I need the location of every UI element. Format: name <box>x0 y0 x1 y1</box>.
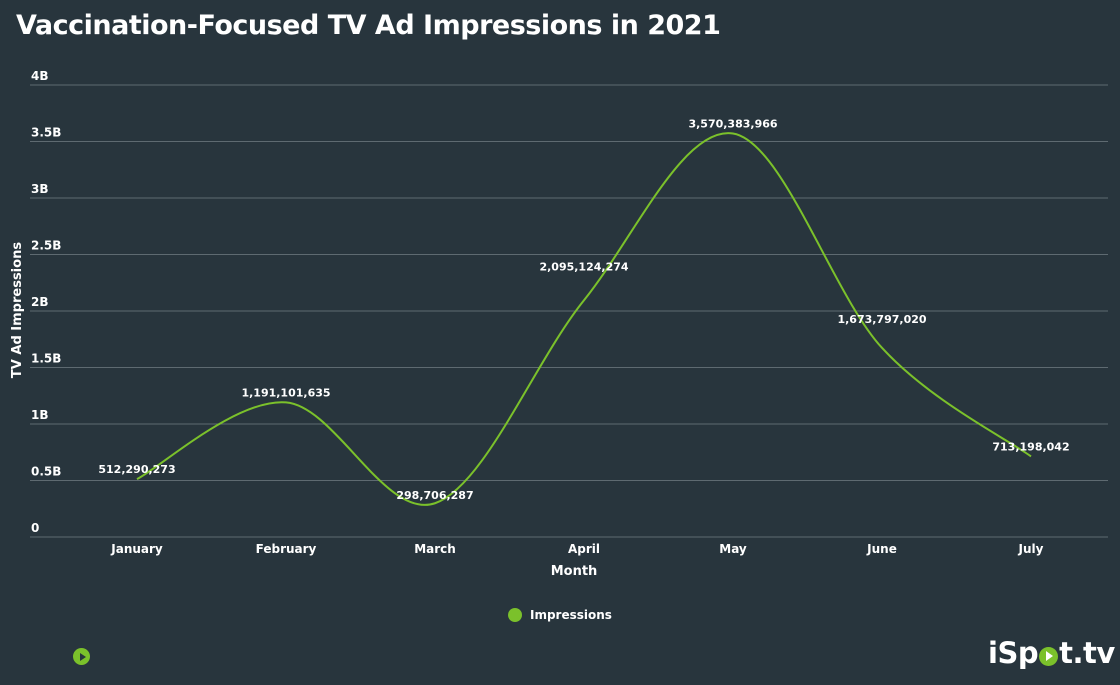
data-label: 1,191,101,635 <box>241 386 330 399</box>
x-axis-ticks: January February March April May June July <box>110 542 1043 556</box>
data-label: 298,706,287 <box>396 489 473 502</box>
legend-item-impressions[interactable]: Impressions <box>508 608 612 622</box>
play-icon[interactable] <box>73 648 90 665</box>
y-tick-label: 4B <box>31 69 49 83</box>
x-axis-title: Month <box>551 564 598 579</box>
data-label: 2,095,124,274 <box>539 260 628 273</box>
x-tick-label: July <box>1018 542 1044 556</box>
x-tick-label: March <box>414 542 456 556</box>
line-chart: 0 0.5B 1B 1.5B 2B 2.5B 3B 3.5B 4B January Februar… <box>10 69 1108 579</box>
legend-swatch <box>508 608 522 622</box>
data-label: 512,290,273 <box>98 463 175 476</box>
y-tick-label: 1.5B <box>31 352 61 366</box>
y-tick-label: 2.5B <box>31 239 61 253</box>
y-tick-label: 3.5B <box>31 126 61 140</box>
data-label: 1,673,797,020 <box>837 313 926 326</box>
legend-label: Impressions <box>530 608 612 622</box>
data-labels: 512,290,273 1,191,101,635 298,706,287 2,095… <box>98 118 1069 503</box>
chart-title: Vaccination-Focused TV Ad Impressions in… <box>16 10 721 41</box>
y-tick-label: 0.5B <box>31 465 61 479</box>
series-line-impressions[interactable] <box>136 132 1032 506</box>
x-tick-label: May <box>719 542 747 556</box>
x-tick-label: April <box>568 542 600 556</box>
gridlines <box>30 84 1108 538</box>
x-tick-label: June <box>866 542 897 556</box>
y-tick-label: 3B <box>31 182 49 196</box>
x-tick-label: January <box>110 542 163 556</box>
y-axis-ticks: 0 0.5B 1B 1.5B 2B 2.5B 3B 3.5B 4B <box>31 69 61 535</box>
y-tick-label: 0 <box>31 521 39 535</box>
y-tick-label: 1B <box>31 408 49 422</box>
y-tick-label: 2B <box>31 295 49 309</box>
data-label: 3,570,383,966 <box>688 118 777 131</box>
y-axis-title: TV Ad Impressions <box>10 242 25 378</box>
ispot-logo: iSp t.tv <box>988 636 1115 670</box>
logo-play-icon <box>1039 646 1059 666</box>
x-tick-label: February <box>256 542 317 556</box>
data-label: 713,198,042 <box>992 440 1069 453</box>
